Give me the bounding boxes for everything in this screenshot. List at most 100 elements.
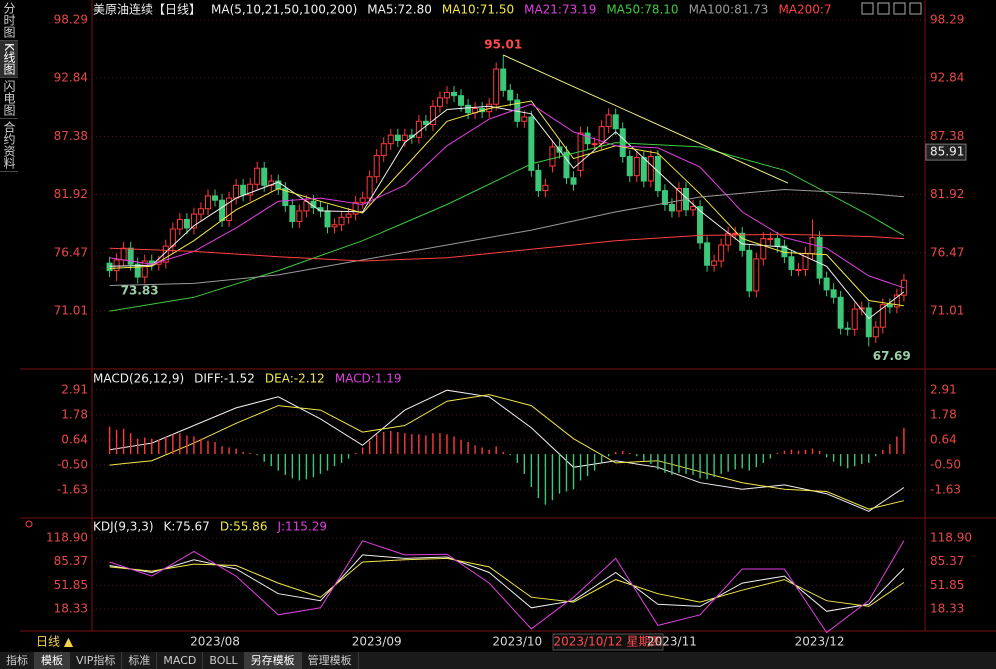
tab[interactable]: 另存模板	[244, 652, 302, 669]
sidebar-tab[interactable]: 合约资料	[0, 119, 18, 172]
sidebar-tab[interactable]: 闪电图	[0, 78, 18, 119]
button[interactable]	[893, 2, 906, 15]
candle-body	[647, 155, 654, 182]
candle-body	[767, 238, 774, 241]
y-tick-label-right: 118.90	[930, 531, 972, 545]
ma-line	[109, 188, 904, 286]
tab[interactable]: BOLL	[203, 652, 245, 669]
extreme-label: 73.83	[121, 283, 159, 297]
candle-body	[584, 132, 591, 145]
tab-bar: 指标 模板 VIP指标 标准 MACD BOLL 另存模板 管理模板	[0, 652, 996, 669]
tab[interactable]: 标准	[122, 652, 158, 669]
candle-body	[387, 134, 394, 145]
x-tick-label: 2023/10	[492, 635, 542, 649]
ma-line	[109, 103, 905, 289]
sidebar-tab[interactable]: 分时图	[0, 0, 18, 41]
y-tick-label-right: 87.38	[930, 129, 964, 143]
candle-body	[240, 184, 247, 196]
y-tick-label: 85.37	[54, 554, 88, 568]
period-label[interactable]: 日线 ▲	[36, 635, 74, 649]
candle-body	[718, 244, 725, 262]
candle-body	[352, 201, 359, 215]
y-tick-label-right: 71.01	[930, 304, 964, 318]
candle-body	[443, 91, 450, 99]
candle-body	[795, 269, 802, 272]
button[interactable]	[877, 2, 890, 15]
panel-icon[interactable]	[25, 520, 33, 528]
candle-body	[753, 258, 760, 292]
trend-line	[502, 54, 789, 184]
y-tick-label-right: -1.63	[930, 482, 961, 496]
candle-body	[401, 134, 408, 141]
candle-body	[254, 167, 261, 185]
indicator-line	[109, 554, 905, 612]
button[interactable]	[909, 2, 922, 15]
cursor-date: 2023/10/12 星期四	[554, 635, 663, 649]
extreme-label: 95.01	[484, 38, 522, 52]
legend-entry: K:75.67	[164, 520, 210, 534]
candle-body	[872, 326, 879, 338]
candle-body	[690, 206, 697, 211]
tab[interactable]: MACD	[157, 652, 204, 669]
y-tick-label-right: 0.64	[930, 432, 957, 446]
panel-title: 美原油连续【日线】	[93, 2, 201, 17]
candle-body	[626, 155, 633, 177]
window-buttons[interactable]	[861, 2, 922, 15]
candle-body	[127, 247, 134, 265]
tab[interactable]: VIP指标	[70, 652, 123, 669]
candle-body	[570, 177, 577, 185]
legend-title: MA(5,10,21,50,100,200)	[211, 3, 357, 17]
indicator-line	[109, 557, 905, 607]
candle-body	[605, 114, 612, 128]
candle-body	[528, 116, 535, 171]
y-tick-label: 1.78	[61, 407, 88, 421]
candle-body	[865, 307, 872, 338]
y-tick-label: 51.85	[54, 578, 88, 592]
indicator-line	[109, 394, 905, 510]
candle-body	[183, 218, 190, 229]
tab[interactable]: 指标	[0, 652, 35, 669]
candle-body	[851, 308, 858, 330]
legend-entry: MA5:72.80	[367, 3, 432, 17]
chart: 日线 ▲ 2023/10/12 星期四 2023/08 2023/09 2023/1…	[20, 0, 996, 651]
y-tick-label-right: 81.92	[930, 187, 964, 201]
button[interactable]	[861, 2, 874, 15]
candle-body	[134, 263, 141, 278]
candle-body	[120, 247, 127, 261]
y-tick-label-right: 92.84	[930, 71, 964, 85]
candle-body	[823, 277, 830, 291]
candle-body	[549, 146, 556, 167]
candle-body	[359, 197, 366, 203]
y-tick-label-right: 76.47	[930, 245, 964, 259]
candle-body	[633, 157, 640, 177]
candle-body	[746, 249, 753, 292]
x-tick-label: 2023/11	[647, 635, 697, 649]
candle-body	[261, 167, 268, 186]
candle-body	[296, 210, 303, 223]
y-tick-label-right: 2.91	[930, 383, 957, 397]
y-tick-label-right: 18.33	[930, 601, 964, 615]
legend-entry: MACD:1.19	[335, 372, 402, 386]
candle-body	[451, 91, 458, 97]
x-tick-label: 2023/12	[795, 635, 845, 649]
candle-body	[563, 151, 570, 179]
tab[interactable]: 模板	[35, 652, 70, 669]
candle-body	[711, 260, 718, 266]
candle-body	[774, 238, 781, 247]
candle-body	[893, 294, 900, 308]
tab[interactable]: 管理模板	[302, 652, 359, 669]
panel-title: KDJ(9,3,3)	[93, 520, 154, 534]
y-tick-label: 2.91	[61, 383, 88, 397]
candle-body	[493, 68, 500, 105]
y-tick-label-right: 98.29	[930, 13, 964, 27]
extreme-label: 67.69	[873, 349, 911, 363]
x-tick-label: 2023/09	[352, 635, 402, 649]
candle-body	[500, 68, 507, 91]
candle-body	[704, 242, 711, 266]
candle-body	[190, 213, 197, 229]
y-tick-label-right: 51.85	[930, 578, 964, 592]
candle-body	[879, 304, 886, 328]
candle-body	[542, 184, 549, 192]
sidebar-tab[interactable]: K线图	[0, 41, 18, 78]
